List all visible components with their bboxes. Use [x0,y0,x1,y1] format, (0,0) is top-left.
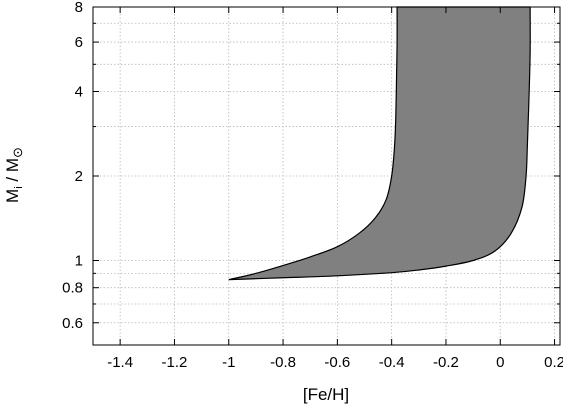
x-tick-label: 0.2 [544,354,563,371]
x-axis-label: [Fe/H] [303,385,349,404]
x-tick-label: -1.4 [107,354,133,371]
x-tick-label: -0.8 [270,354,296,371]
y-axis-label: Mi / M⊙ [3,147,25,203]
y-tick-label: 6 [75,34,83,51]
x-tick-label: -1.2 [162,354,188,371]
y-axis-label-main-subscript: i [13,186,25,188]
tick-labels: -1.4 -1.2 -1 -0.8 -0.6 -0.4 -0.2 0 0.2 0.6 0.8 1 2 4 6… [62,0,563,371]
y-tick-label: 4 [75,84,83,101]
y-tick-label: 0.6 [62,315,83,332]
x-tick-label: 0 [496,354,504,371]
y-tick-label: 1 [75,253,83,270]
y-axis-label-separator: / M [3,158,22,186]
y-axis-label-solar-subscript: ⊙ [10,147,25,158]
mass-metallicity-region [228,6,531,281]
plot-frame [92,6,561,346]
x-tick-label: -1 [222,354,235,371]
x-tick-label: -0.2 [433,354,459,371]
x-tick-label: -0.6 [324,354,350,371]
y-tick-label: 2 [75,168,83,185]
y-tick-label: 8 [75,0,83,16]
y-tick-label: 0.8 [62,280,83,297]
x-tick-label: -0.4 [379,354,405,371]
y-axis-label-main: M [3,189,22,203]
